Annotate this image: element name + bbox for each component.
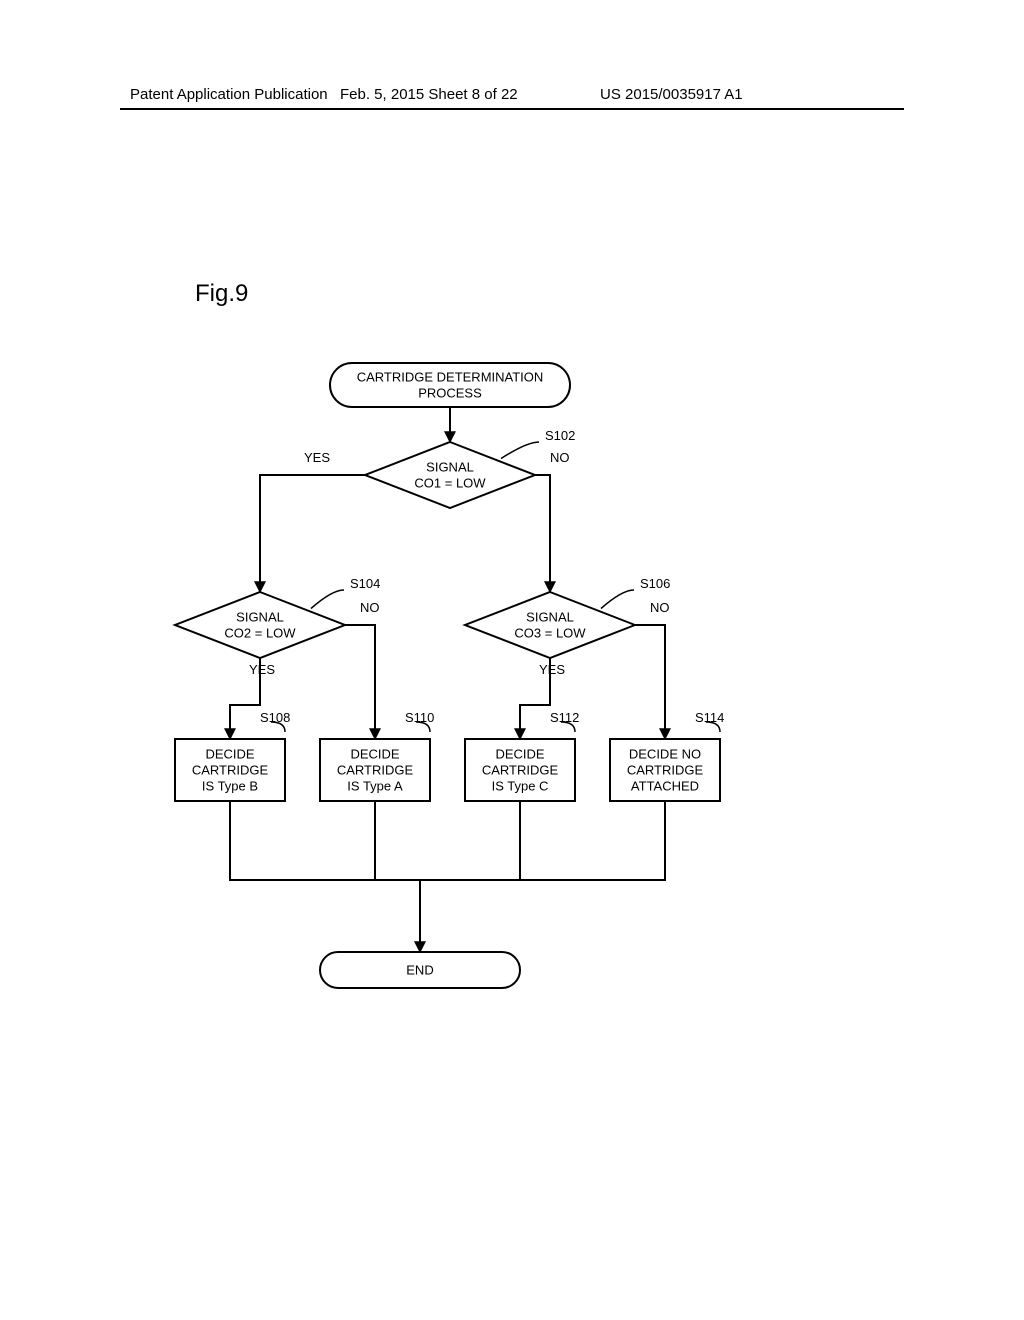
svg-text:CARTRIDGE: CARTRIDGE <box>482 763 559 778</box>
page: Patent Application Publication Feb. 5, 2… <box>0 0 1024 1320</box>
svg-text:PROCESS: PROCESS <box>418 386 482 401</box>
svg-text:DECIDE: DECIDE <box>350 747 399 762</box>
svg-text:CO1 = LOW: CO1 = LOW <box>414 476 486 491</box>
svg-text:YES: YES <box>304 450 330 465</box>
svg-text:SIGNAL: SIGNAL <box>236 610 284 625</box>
svg-text:DECIDE NO: DECIDE NO <box>629 747 701 762</box>
svg-text:ATTACHED: ATTACHED <box>631 779 699 794</box>
flowchart: CARTRIDGE DETERMINATIONPROCESSSIGNALCO1 … <box>150 350 850 1050</box>
svg-text:SIGNAL: SIGNAL <box>526 610 574 625</box>
svg-text:IS Type A: IS Type A <box>347 779 403 794</box>
header-right: US 2015/0035917 A1 <box>600 86 743 103</box>
svg-text:CARTRIDGE: CARTRIDGE <box>337 763 414 778</box>
svg-text:NO: NO <box>550 450 570 465</box>
svg-text:DECIDE: DECIDE <box>205 747 254 762</box>
svg-text:IS Type B: IS Type B <box>202 779 258 794</box>
svg-text:END: END <box>406 963 433 978</box>
header-center: Feb. 5, 2015 Sheet 8 of 22 <box>340 86 518 103</box>
figure-label: Fig.9 <box>195 280 248 308</box>
svg-text:S106: S106 <box>640 576 670 591</box>
svg-text:YES: YES <box>249 662 275 677</box>
svg-text:YES: YES <box>539 662 565 677</box>
header-left: Patent Application Publication <box>130 86 328 103</box>
svg-text:CARTRIDGE DETERMINATION: CARTRIDGE DETERMINATION <box>357 370 544 385</box>
svg-text:CARTRIDGE: CARTRIDGE <box>627 763 704 778</box>
svg-text:CO3 = LOW: CO3 = LOW <box>514 626 586 641</box>
svg-text:IS Type C: IS Type C <box>492 779 549 794</box>
svg-text:SIGNAL: SIGNAL <box>426 460 474 475</box>
svg-text:CARTRIDGE: CARTRIDGE <box>192 763 269 778</box>
svg-text:S102: S102 <box>545 428 575 443</box>
svg-text:S104: S104 <box>350 576 380 591</box>
svg-text:CO2 = LOW: CO2 = LOW <box>224 626 296 641</box>
svg-text:NO: NO <box>650 600 670 615</box>
svg-text:NO: NO <box>360 600 380 615</box>
svg-text:DECIDE: DECIDE <box>495 747 544 762</box>
header-rule <box>120 108 904 110</box>
